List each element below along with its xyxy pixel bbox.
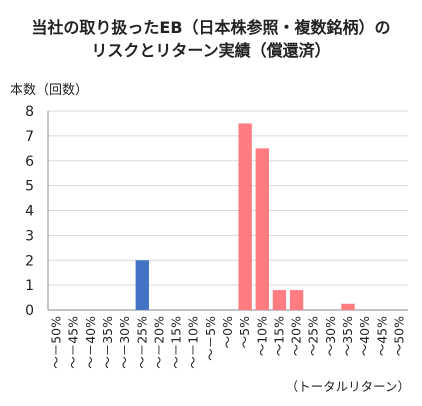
x-tick-label: ～0% [220,316,235,348]
x-tick-label: ～15% [271,316,286,356]
x-tick-label: ～40% [357,316,372,356]
x-tick-label: ～20% [289,316,304,356]
x-tick-label: ～－35% [100,316,115,369]
x-tick-label: ～35% [340,316,355,356]
x-tick-label: ～－25% [134,316,149,369]
x-tick-label: ～－40% [83,316,98,369]
x-tick-label: ～－5% [203,316,218,361]
bar [272,290,287,310]
y-tick-label: 5 [25,179,34,195]
x-tick-label: ～25% [306,316,321,356]
y-tick-label: 1 [25,278,34,294]
x-tick-label: ～－45% [66,316,81,369]
y-tick-label: 3 [25,228,34,244]
y-tick-label: 0 [25,303,34,319]
x-axis-label: （トータルリターン） [285,379,410,394]
x-tick-label: ～30% [323,316,338,356]
y-tick-label: 8 [25,104,34,120]
x-tick-label: ～－15% [169,316,184,369]
x-tick-label: ～5% [237,316,252,348]
chart-title: 当社の取り扱ったEB（日本株参照・複数銘柄）の [31,18,391,37]
y-tick-label: 2 [25,253,34,269]
y-tick-label: 7 [25,129,34,145]
y-tick-label: 4 [25,204,34,220]
y-axis-label: 本数（回数） [10,83,89,98]
x-tick-label: ～10% [254,316,269,356]
bar [289,290,304,310]
x-tick-label: ～－20% [151,316,166,369]
x-tick-label: ～－10% [186,316,201,369]
chart-subtitle: リスクとリターン実績（償還済） [91,41,331,60]
bar [135,260,149,310]
bar [238,123,252,310]
bar [341,303,355,310]
x-tick-label: ～50% [391,316,406,356]
x-tick-label: ～－50% [49,316,64,369]
bar [255,148,269,310]
x-tick-label: ～－30% [117,316,132,369]
y-tick-label: 6 [25,154,34,170]
x-tick-label: ～45% [374,316,389,356]
